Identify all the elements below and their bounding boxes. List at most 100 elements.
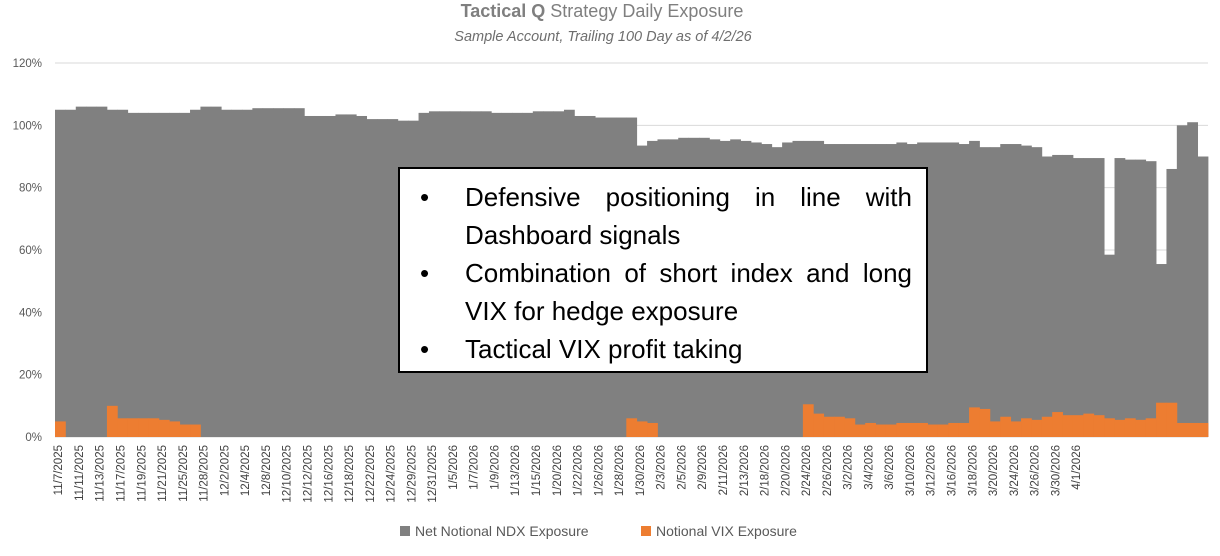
ndx-bar — [55, 109, 66, 437]
bullet-icon: • — [420, 182, 430, 212]
ndx-bar — [65, 109, 77, 437]
ndx-bar — [969, 140, 980, 437]
x-tick-label: 2/26/2026 — [822, 445, 834, 496]
vix-series — [55, 402, 1209, 437]
y-tick-label: 80% — [19, 183, 42, 195]
vix-bar — [1166, 402, 1178, 437]
x-tick-label: 12/10/2025 — [282, 445, 294, 503]
ndx-bar — [948, 142, 960, 437]
ndx-bar — [221, 109, 232, 437]
vix-bar — [1156, 402, 1167, 437]
ndx-bar — [1187, 122, 1199, 437]
x-tick-label: 2/13/2026 — [739, 445, 751, 496]
x-tick-label: 3/4/2026 — [863, 445, 875, 490]
x-tick-label: 11/19/2025 — [136, 445, 148, 502]
vix-bar — [1062, 415, 1074, 437]
x-tick-label: 1/30/2026 — [635, 445, 647, 496]
x-tick-label: 2/11/2026 — [718, 445, 730, 495]
x-tick-label: 3/2/2026 — [843, 445, 855, 490]
vix-bar — [1187, 422, 1199, 437]
legend-swatch-ndx — [400, 526, 410, 536]
ndx-bar — [1156, 264, 1167, 437]
ndx-bar — [937, 142, 949, 437]
vix-bar — [1031, 419, 1043, 437]
vix-bar — [885, 424, 897, 437]
x-tick-label: 1/26/2026 — [593, 445, 605, 496]
vix-bar — [1041, 416, 1053, 437]
annotation-item: • Defensive positioning in line with Dash… — [414, 178, 912, 254]
ndx-bar — [86, 106, 97, 437]
ndx-bar — [138, 112, 149, 437]
vix-bar — [917, 422, 928, 437]
ndx-bar — [304, 115, 316, 437]
ndx-bar — [1093, 158, 1105, 437]
ndx-bar — [1072, 158, 1084, 437]
x-tick-label: 4/1/2026 — [1071, 445, 1083, 490]
vix-bar — [896, 422, 908, 437]
ndx-bar — [325, 115, 336, 437]
annotation-item: • Combination of short index and long VIX… — [414, 254, 912, 330]
vix-bar — [844, 418, 856, 437]
x-tick-label: 1/22/2026 — [573, 445, 585, 496]
x-tick-label: 2/18/2026 — [760, 445, 772, 496]
x-tick-label: 11/17/2025 — [116, 445, 128, 502]
x-tick-label: 11/11/2025 — [74, 445, 86, 501]
chart-title-bold: Tactical Q — [461, 1, 546, 21]
vix-bar — [1176, 422, 1188, 437]
vix-bar — [117, 418, 129, 437]
ndx-bar — [262, 108, 274, 438]
bullet-icon: • — [420, 334, 430, 364]
annotation-text: Combination of short index and long VIX … — [465, 258, 912, 326]
x-tick-label: 3/30/2026 — [1050, 445, 1062, 496]
x-tick-label: 1/7/2026 — [469, 445, 481, 490]
x-tick-label: 3/18/2026 — [967, 445, 979, 496]
x-tick-label: 11/13/2025 — [95, 445, 107, 502]
ndx-bar — [1052, 154, 1063, 438]
ndx-bar — [1010, 144, 1022, 438]
ndx-bar — [106, 109, 118, 437]
x-tick-label: 12/2/2025 — [219, 445, 231, 496]
y-tick-label: 60% — [19, 245, 42, 257]
vix-bar — [1114, 419, 1126, 437]
vix-bar — [979, 408, 991, 437]
ndx-bar — [241, 109, 253, 437]
bullet-icon: • — [420, 258, 430, 288]
ndx-bar — [158, 112, 170, 437]
x-tick-label: 1/9/2026 — [489, 445, 501, 490]
x-tick-label: 1/15/2026 — [531, 445, 543, 496]
ndx-bar — [1104, 254, 1115, 437]
annotation-text: Defensive positioning in line with Dashb… — [465, 182, 912, 250]
ndx-bar — [117, 109, 129, 437]
vix-bar — [55, 421, 66, 437]
vix-bar — [906, 422, 918, 437]
ndx-bar — [273, 108, 284, 438]
chart-title: Tactical Q Strategy Daily Exposure — [461, 1, 744, 21]
ndx-bar — [1176, 125, 1188, 437]
x-axis-ticks: 11/7/2025 11/11/2025 11/13/2025 11/17/2025 1… — [53, 445, 1083, 503]
x-tick-label: 12/8/2025 — [261, 445, 273, 496]
ndx-bar — [1124, 159, 1136, 437]
ndx-bar — [356, 115, 368, 437]
vix-bar — [1197, 422, 1209, 437]
x-tick-label: 3/12/2026 — [926, 445, 938, 496]
vix-bar — [647, 422, 658, 437]
vix-bar — [138, 418, 149, 437]
ndx-bar — [1135, 159, 1147, 437]
x-tick-label: 12/4/2025 — [240, 445, 252, 496]
ndx-bar — [283, 108, 295, 438]
x-tick-label: 12/18/2025 — [344, 445, 356, 503]
vix-bar — [875, 424, 887, 437]
ndx-bar — [96, 106, 108, 437]
x-tick-label: 1/20/2026 — [552, 445, 564, 496]
vix-bar — [1145, 418, 1157, 437]
ndx-bar — [958, 144, 970, 438]
vix-bar — [179, 424, 191, 437]
ndx-bar — [1041, 156, 1053, 437]
annotation-list: • Defensive positioning in line with Dash… — [414, 178, 912, 368]
ndx-bar — [127, 112, 139, 437]
x-tick-label: 2/9/2026 — [697, 445, 709, 490]
ndx-bar — [293, 108, 305, 438]
vix-bar — [158, 419, 170, 437]
vix-bar — [1000, 416, 1012, 437]
ndx-bar — [1062, 154, 1074, 438]
